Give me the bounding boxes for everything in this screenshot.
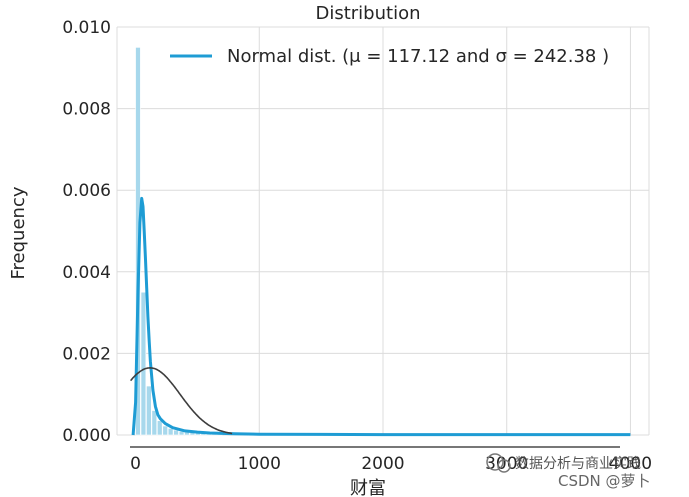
x-tick-label: 1000 [238, 454, 281, 474]
y-tick-label: 0.006 [62, 181, 111, 201]
legend-label-kde: Normal dist. (μ = 117.12 and σ = 242.38 … [227, 46, 609, 67]
histogram-bar [151, 410, 158, 436]
density-lines [130, 196, 631, 437]
watermark-text: 数据分析与商业实践 [515, 456, 641, 472]
watermark-credit: CSDN @萝卜 [558, 472, 651, 490]
chart-title: Distribution [315, 3, 420, 24]
legend: Normal dist. (μ = 117.12 and σ = 242.38 … [170, 46, 609, 67]
histogram-bar [140, 291, 147, 436]
histogram-bar [146, 385, 152, 436]
histogram-bar [162, 425, 168, 436]
histogram-bar [167, 428, 174, 436]
x-tick-label: 3000 [485, 454, 528, 474]
kde-line [131, 196, 631, 437]
normal-fit-line [130, 367, 233, 435]
y-axis-label: Frequency [8, 186, 29, 279]
x-tick-label: 0 [130, 454, 141, 474]
wechat-icon [486, 453, 504, 471]
wechat-icon-inner [497, 459, 511, 473]
x-axis-label: 财富 [350, 478, 386, 497]
histogram-bar [173, 429, 179, 436]
y-tick-label: 0.002 [62, 344, 111, 364]
x-tick-label: 4000 [609, 454, 652, 474]
histogram-bars [135, 47, 223, 436]
grid [116, 26, 650, 436]
y-tick-label: 0.008 [62, 100, 111, 120]
y-tick-label: 0.000 [62, 426, 111, 446]
y-tick-label: 0.004 [62, 263, 111, 283]
axes: 0.000 0.002 0.004 0.006 0.008 0.010 1000 2000 30… [62, 18, 652, 474]
y-tick-label: 0.010 [62, 18, 111, 38]
x-tick-label: 2000 [361, 454, 404, 474]
histogram-bar [157, 420, 163, 436]
watermark: 数据分析与商业实践 CSDN @萝卜 [486, 453, 651, 490]
